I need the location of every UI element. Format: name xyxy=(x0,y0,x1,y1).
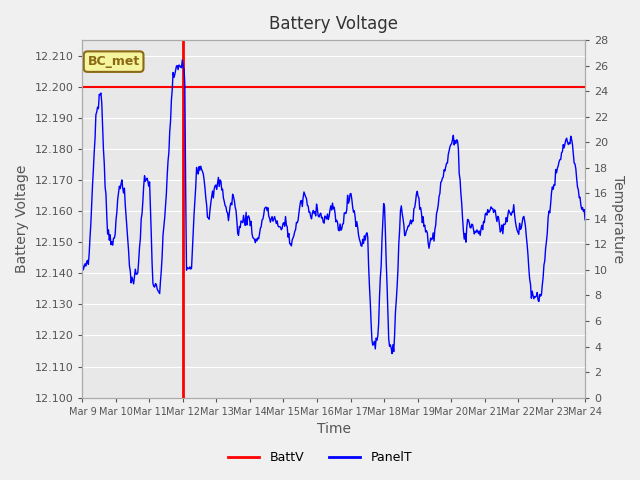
Y-axis label: Battery Voltage: Battery Voltage xyxy=(15,165,29,273)
Title: Battery Voltage: Battery Voltage xyxy=(269,15,398,33)
X-axis label: Time: Time xyxy=(317,422,351,436)
Legend: BattV, PanelT: BattV, PanelT xyxy=(223,446,417,469)
Y-axis label: Temperature: Temperature xyxy=(611,175,625,263)
Text: BC_met: BC_met xyxy=(88,55,140,68)
